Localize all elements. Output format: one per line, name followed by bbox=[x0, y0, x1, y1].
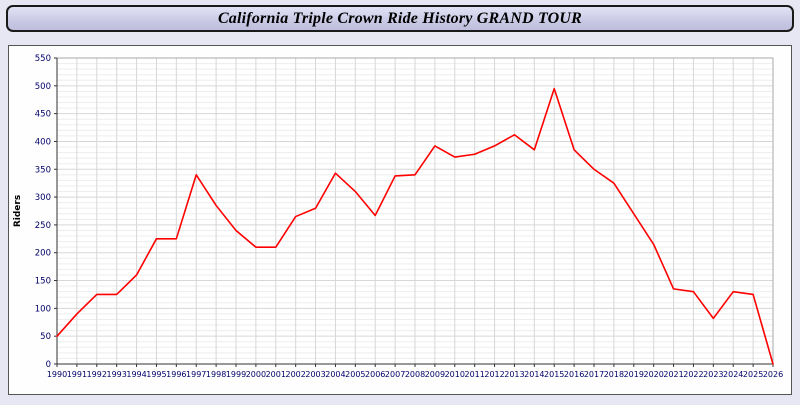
svg-text:1993: 1993 bbox=[106, 370, 126, 379]
svg-text:2005: 2005 bbox=[345, 370, 365, 379]
svg-text:2023: 2023 bbox=[703, 370, 723, 379]
svg-text:2026: 2026 bbox=[763, 370, 783, 379]
svg-text:2019: 2019 bbox=[624, 370, 644, 379]
svg-text:2017: 2017 bbox=[584, 370, 604, 379]
svg-text:2024: 2024 bbox=[723, 370, 743, 379]
svg-text:150: 150 bbox=[35, 277, 51, 287]
svg-text:2008: 2008 bbox=[405, 370, 425, 379]
svg-text:2022: 2022 bbox=[683, 370, 703, 379]
y-axis-label: Riders bbox=[13, 195, 23, 227]
page-title: California Triple Crown Ride History GRA… bbox=[217, 9, 583, 27]
svg-text:2015: 2015 bbox=[544, 370, 564, 379]
svg-text:100: 100 bbox=[35, 304, 51, 314]
svg-text:2011: 2011 bbox=[464, 370, 484, 379]
svg-text:50: 50 bbox=[40, 332, 51, 342]
svg-text:550: 550 bbox=[35, 54, 51, 64]
svg-text:2012: 2012 bbox=[484, 370, 504, 379]
svg-text:2010: 2010 bbox=[445, 370, 465, 379]
svg-text:2016: 2016 bbox=[564, 370, 584, 379]
y-tick-labels: 0 50 100 150 200 250 300 350 400 450 500 550 bbox=[35, 54, 57, 370]
svg-text:2021: 2021 bbox=[663, 370, 683, 379]
svg-text:1997: 1997 bbox=[186, 370, 206, 379]
svg-text:1999: 1999 bbox=[226, 370, 246, 379]
svg-text:2001: 2001 bbox=[266, 370, 286, 379]
svg-text:200: 200 bbox=[35, 249, 51, 259]
svg-text:1995: 1995 bbox=[146, 370, 166, 379]
svg-text:2007: 2007 bbox=[385, 370, 405, 379]
svg-text:2020: 2020 bbox=[643, 370, 663, 379]
svg-text:1990: 1990 bbox=[47, 370, 67, 379]
svg-text:1994: 1994 bbox=[126, 370, 146, 379]
svg-text:1991: 1991 bbox=[67, 370, 87, 379]
major-gridlines bbox=[56, 57, 774, 365]
svg-text:2003: 2003 bbox=[305, 370, 325, 379]
svg-text:1998: 1998 bbox=[206, 370, 226, 379]
title-bar: California Triple Crown Ride History GRA… bbox=[6, 5, 794, 32]
svg-text:450: 450 bbox=[35, 110, 51, 120]
svg-text:2006: 2006 bbox=[365, 370, 385, 379]
riders-line bbox=[56, 87, 774, 365]
svg-text:2004: 2004 bbox=[325, 370, 345, 379]
svg-text:2002: 2002 bbox=[285, 370, 305, 379]
svg-text:350: 350 bbox=[35, 165, 51, 175]
svg-text:250: 250 bbox=[35, 221, 51, 231]
svg-text:2025: 2025 bbox=[743, 370, 763, 379]
svg-text:2013: 2013 bbox=[504, 370, 524, 379]
svg-text:300: 300 bbox=[35, 193, 51, 203]
chart-panel: 0 50 100 150 200 250 300 350 400 450 500 550 1990 199… bbox=[8, 45, 792, 395]
svg-text:500: 500 bbox=[35, 82, 51, 92]
svg-text:2009: 2009 bbox=[425, 370, 445, 379]
svg-text:2014: 2014 bbox=[524, 370, 544, 379]
svg-text:1996: 1996 bbox=[166, 370, 186, 379]
svg-text:2018: 2018 bbox=[604, 370, 624, 379]
svg-text:0: 0 bbox=[46, 360, 51, 370]
svg-text:400: 400 bbox=[35, 137, 51, 147]
svg-text:2000: 2000 bbox=[246, 370, 266, 379]
x-tick-labels: 1990 1991 1992 1993 1994 1995 1996 1997 1998 1999… bbox=[47, 364, 783, 379]
svg-text:1992: 1992 bbox=[87, 370, 107, 379]
